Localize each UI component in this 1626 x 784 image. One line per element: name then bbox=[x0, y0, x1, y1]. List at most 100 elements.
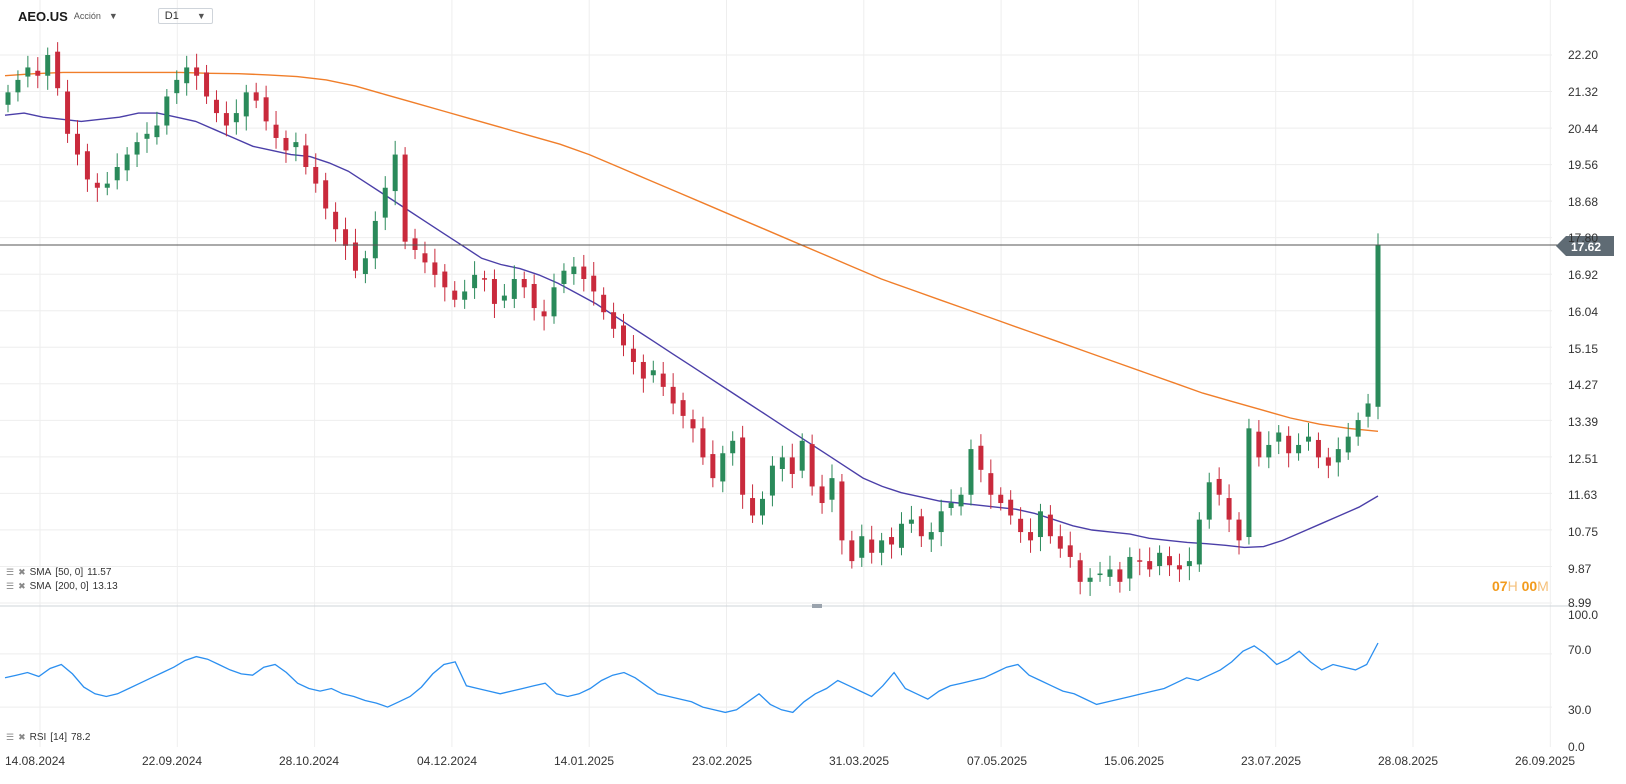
candle bbox=[114, 153, 120, 190]
price-tick: 22.20 bbox=[1568, 48, 1598, 62]
candle-body bbox=[680, 400, 686, 416]
candle-body bbox=[402, 154, 408, 242]
candle bbox=[789, 443, 795, 489]
settings-icon[interactable]: ☰ bbox=[6, 581, 15, 591]
candle bbox=[1097, 561, 1103, 582]
candle bbox=[948, 489, 954, 516]
candle bbox=[938, 499, 944, 547]
candle bbox=[1325, 447, 1331, 479]
candle bbox=[293, 132, 299, 162]
candle-body bbox=[660, 373, 666, 387]
date-tick: 31.03.2025 bbox=[829, 754, 889, 768]
candle bbox=[273, 111, 279, 149]
candle bbox=[829, 464, 835, 513]
candle-body bbox=[889, 537, 895, 545]
candle bbox=[898, 512, 904, 556]
candle-body bbox=[45, 55, 51, 76]
candle-body bbox=[511, 279, 517, 299]
candle-body bbox=[561, 270, 567, 284]
close-icon[interactable]: ✖ bbox=[18, 732, 26, 742]
candle-body bbox=[1167, 556, 1173, 566]
candle-body bbox=[759, 498, 765, 516]
candle-body bbox=[1216, 478, 1222, 495]
candle bbox=[1345, 422, 1351, 460]
date-axis[interactable]: 14.08.2024 22.09.2024 28.10.2024 04.12.2… bbox=[5, 754, 1575, 768]
candle bbox=[65, 79, 71, 143]
candle bbox=[313, 153, 319, 193]
sma200-series bbox=[4, 71, 1379, 432]
candle bbox=[968, 439, 974, 506]
candle bbox=[998, 487, 1004, 511]
candle bbox=[263, 85, 269, 131]
candle bbox=[253, 82, 259, 109]
candle-body bbox=[293, 142, 299, 148]
candle-body bbox=[243, 92, 249, 117]
candle bbox=[1236, 512, 1242, 555]
price-axis[interactable]: 22.20 21.32 20.44 19.56 18.68 17.80 16.9… bbox=[1568, 48, 1598, 610]
candle-body bbox=[898, 523, 904, 548]
close-icon[interactable]: ✖ bbox=[18, 581, 26, 591]
candle-body bbox=[1117, 569, 1123, 582]
candle-body bbox=[938, 511, 944, 533]
candle-body bbox=[1355, 420, 1361, 437]
candle bbox=[630, 335, 636, 375]
candle bbox=[700, 416, 706, 465]
candle bbox=[233, 99, 239, 135]
timeframe-value: D1 bbox=[164, 10, 179, 22]
candle-body bbox=[1375, 244, 1381, 407]
candle bbox=[15, 70, 21, 102]
settings-icon[interactable]: ☰ bbox=[6, 567, 15, 577]
candle bbox=[1276, 425, 1282, 455]
legend-sma50: ☰ ✖ SMA [50, 0] 11.57 bbox=[6, 567, 111, 578]
symbol-dropdown-icon[interactable]: ▼ bbox=[108, 11, 118, 21]
candle-body bbox=[740, 437, 746, 495]
price-tick: 16.92 bbox=[1568, 268, 1598, 282]
sma50-value: 11.57 bbox=[87, 567, 112, 578]
candle-body bbox=[1226, 498, 1232, 520]
rsi-axis[interactable]: 100.0 70.0 30.0 0.0 bbox=[1568, 608, 1598, 754]
candle-body bbox=[978, 445, 984, 470]
candle-body bbox=[124, 154, 130, 171]
candle bbox=[1216, 467, 1222, 506]
candle-body bbox=[352, 242, 358, 271]
close-icon[interactable]: ✖ bbox=[18, 567, 26, 577]
settings-icon[interactable]: ☰ bbox=[6, 732, 15, 742]
legend-rsi: ☰ ✖ RSI [14] 78.2 bbox=[6, 732, 90, 743]
candle-body bbox=[313, 167, 319, 184]
price-tick: 13.39 bbox=[1568, 415, 1598, 429]
candle-body bbox=[1028, 532, 1034, 541]
candle-body bbox=[968, 449, 974, 495]
candle bbox=[362, 250, 368, 284]
candle bbox=[581, 254, 587, 292]
candle-body bbox=[1097, 573, 1103, 576]
date-tick: 04.12.2024 bbox=[417, 754, 477, 768]
rsi-value: 78.2 bbox=[70, 732, 91, 743]
candle bbox=[521, 271, 527, 299]
candle-body bbox=[15, 79, 21, 93]
candle-body bbox=[194, 67, 200, 76]
candle-body bbox=[710, 454, 716, 479]
candle bbox=[571, 257, 577, 285]
candle-body bbox=[412, 238, 418, 250]
candle-body bbox=[1186, 561, 1192, 567]
date-tick: 07.05.2025 bbox=[967, 754, 1027, 768]
timeframe-select[interactable]: D1 ▼ bbox=[157, 8, 213, 24]
symbol-label[interactable]: AEO.US bbox=[18, 8, 68, 24]
candle-body bbox=[849, 540, 855, 562]
candle-body bbox=[74, 133, 80, 155]
pane-resize-handle[interactable] bbox=[812, 604, 822, 608]
candle-body bbox=[750, 498, 756, 516]
candle bbox=[472, 261, 478, 299]
candle bbox=[343, 217, 349, 260]
candle-body bbox=[1047, 514, 1053, 537]
candle-body bbox=[452, 290, 458, 300]
candle bbox=[1355, 412, 1361, 446]
candle-body bbox=[720, 453, 726, 482]
candle bbox=[1008, 490, 1014, 525]
sma200-label: SMA bbox=[29, 581, 52, 592]
candle-body bbox=[730, 440, 736, 454]
candle-body bbox=[263, 97, 269, 122]
candle bbox=[1087, 568, 1093, 596]
candle-body bbox=[1077, 560, 1083, 582]
